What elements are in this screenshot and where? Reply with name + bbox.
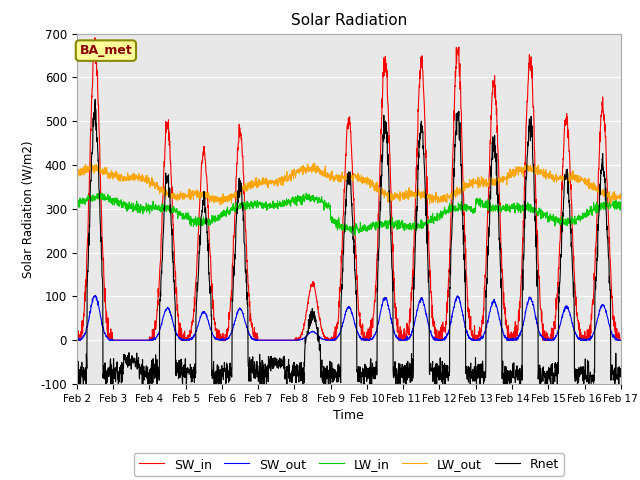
Text: BA_met: BA_met [79,44,132,57]
SW_in [617,337,625,343]
SW_in [584,333,592,339]
SW_out [225,335,232,340]
Rnet [225,372,233,378]
Rnet [584,364,592,370]
LW_out [569,168,577,174]
LW_in [351,232,359,238]
LW_out [507,175,515,180]
LW_out [310,160,317,166]
LW_out [584,181,592,187]
SW_in [92,35,99,41]
SW_in [73,335,81,340]
Title: Solar Radiation: Solar Radiation [291,13,407,28]
SW_out [584,336,591,342]
LW_in [377,221,385,227]
Rnet [92,96,99,102]
LW_in [584,209,592,215]
LW_out [377,190,385,196]
LW_in [302,190,310,196]
SW_in [73,337,81,343]
Line: SW_out: SW_out [77,296,621,340]
LW_in [365,225,372,231]
SW_in [569,245,577,251]
SW_in [365,337,372,343]
Rnet [377,207,385,213]
LW_out [216,202,224,207]
SW_out [91,293,99,299]
Line: LW_out: LW_out [77,163,621,204]
Y-axis label: Solar Radiation (W/m2): Solar Radiation (W/m2) [22,140,35,277]
SW_out [73,337,81,343]
LW_in [507,205,515,211]
LW_in [225,208,232,214]
Rnet [617,370,625,376]
Line: SW_in: SW_in [77,38,621,340]
LW_out [73,173,81,179]
Rnet [569,275,577,281]
SW_out [617,337,625,343]
Rnet [365,370,372,375]
Rnet [76,381,83,387]
Line: LW_in: LW_in [77,193,621,235]
SW_in [225,310,233,315]
Legend: SW_in, SW_out, LW_in, LW_out, Rnet: SW_in, SW_out, LW_in, LW_out, Rnet [134,453,564,476]
X-axis label: Time: Time [333,409,364,422]
LW_in [73,204,81,210]
SW_in [507,337,515,343]
SW_out [569,320,577,326]
SW_out [507,337,515,343]
SW_out [376,310,384,316]
SW_in [377,152,385,157]
Line: Rnet: Rnet [77,99,621,384]
LW_out [225,194,232,200]
LW_out [365,179,372,185]
Rnet [507,369,515,375]
LW_in [617,199,625,205]
Rnet [73,377,81,383]
LW_in [569,217,577,223]
SW_out [365,337,372,343]
LW_out [617,191,625,196]
